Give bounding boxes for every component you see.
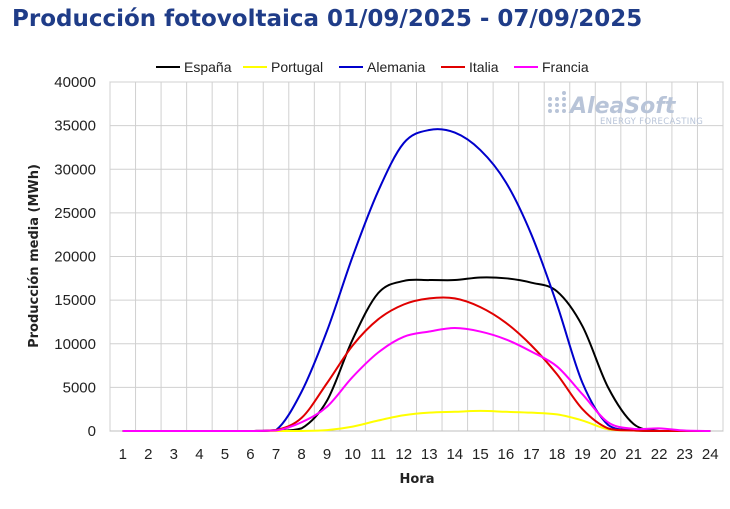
x-tick-label: 17 [523,446,540,463]
series-line-4 [122,327,711,432]
x-tick-label: 12 [395,446,412,463]
y-tick-label: 15000 [54,292,96,309]
legend-label: Italia [469,59,499,75]
y-tick-label: 20000 [54,249,96,266]
x-tick-label: 15 [472,446,489,463]
x-tick-label: 1 [119,446,127,463]
x-tick-label: 10 [344,446,361,463]
x-tick-label: 16 [498,446,515,463]
x-tick-label: 7 [272,446,280,463]
x-tick-label: 14 [446,446,463,463]
x-tick-label: 4 [195,446,203,463]
x-tick-label: 18 [549,446,566,463]
x-tick-label: 13 [421,446,438,463]
y-axis-title: Producción media (MWh) [27,164,42,348]
legend-label: Francia [542,59,589,75]
logo-tagline: ENERGY FORECASTING [600,117,703,127]
x-tick-label: 19 [574,446,591,463]
aleasoft-logo: AleaSoft ENERGY FORECASTING [548,91,703,127]
legend-label: Portugal [271,59,323,75]
x-tick-label: 5 [221,446,229,463]
x-tick-label: 8 [297,446,305,463]
legend-label: España [184,59,232,75]
axes: 0 5000 10000 15000 20000 25000 30000 35000 40000… [54,74,723,463]
y-tick-label: 25000 [54,205,96,222]
y-tick-label: 35000 [54,118,96,135]
legend-label: Alemania [367,59,426,75]
x-tick-label: 3 [170,446,178,463]
y-tick-label: 0 [88,423,96,440]
legend: España Portugal Alemania Italia Francia [156,59,589,75]
logo-name: AleaSoft [568,94,677,119]
series-lines [122,128,711,432]
grid [109,81,724,432]
x-tick-label: 11 [370,446,386,463]
x-tick-label: 9 [323,446,331,463]
y-tick-label: 30000 [54,161,96,178]
x-tick-label: 20 [600,446,617,463]
x-tick-label: 2 [144,446,152,463]
y-tick-label: 5000 [63,379,96,396]
y-tick-label: 10000 [54,336,96,353]
x-tick-label: 24 [702,446,719,463]
x-axis-title: Hora [400,472,435,487]
x-tick-label: 22 [651,446,668,463]
logo-dots-icon [548,91,566,113]
x-tick-label: 23 [676,446,693,463]
x-tick-label: 6 [246,446,254,463]
x-tick-label: 21 [625,446,642,463]
y-tick-label: 40000 [54,74,96,91]
chart-title: Producción fotovoltaica 01/09/2025 - 07/… [12,6,643,32]
